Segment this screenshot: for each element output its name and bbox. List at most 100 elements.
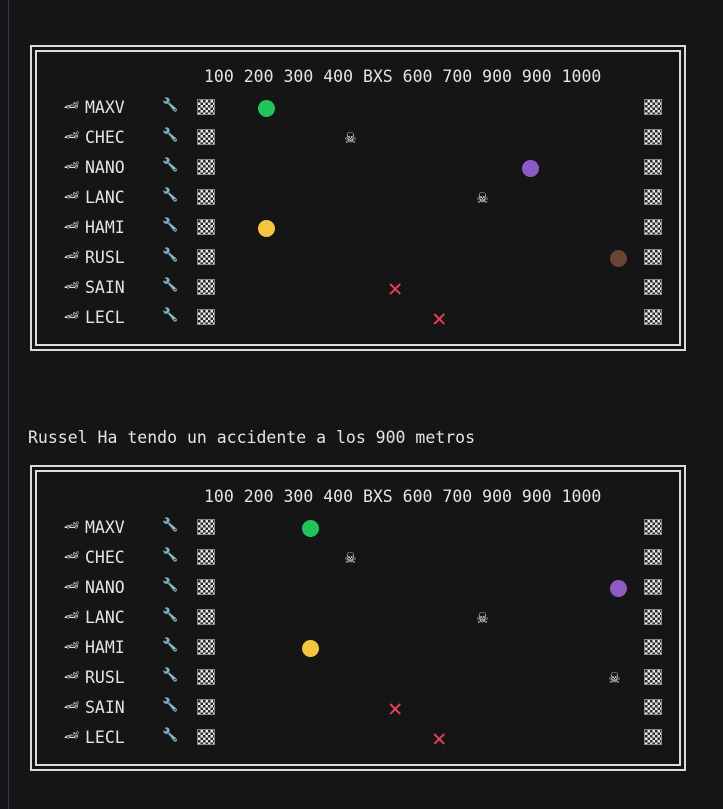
- driver-name: MAXV: [85, 518, 125, 537]
- red-x-icon: ✕: [388, 694, 403, 722]
- checkered-flag-icon: [644, 549, 662, 565]
- driver-row-hami: 🏎 HAMI 🔧: [62, 217, 682, 239]
- frame-outer: [30, 45, 686, 351]
- racecar-icon: 🏎: [64, 608, 80, 622]
- wrench-icon: 🔧: [162, 578, 179, 593]
- driver-name: LECL: [85, 308, 125, 327]
- checkered-flag-icon: [644, 699, 662, 715]
- driver-name: SAIN: [85, 698, 125, 717]
- driver-row-chec: 🏎 CHEC 🔧 ☠: [62, 547, 682, 569]
- wrench-icon: 🔧: [162, 698, 179, 713]
- wrench-icon: 🔧: [162, 638, 179, 653]
- checkered-flag-icon: [644, 609, 662, 625]
- checkered-flag-icon: [197, 249, 215, 265]
- driver-row-lanc: 🏎 LANC 🔧 ☠: [62, 187, 682, 209]
- racecar-icon: 🏎: [64, 668, 80, 682]
- wrench-icon: 🔧: [162, 278, 179, 293]
- checkered-flag-icon: [197, 189, 215, 205]
- car-position-dot: [609, 250, 627, 267]
- skull-icon: ☠: [345, 127, 356, 148]
- frame-inner: [35, 50, 681, 346]
- driver-name: CHEC: [85, 548, 125, 567]
- frame-outer: [30, 465, 686, 771]
- wrench-icon: 🔧: [162, 308, 179, 323]
- checkered-flag-icon: [644, 159, 662, 175]
- checkered-flag-icon: [644, 669, 662, 685]
- driver-row-sain: 🏎 SAIN 🔧 ✕: [62, 274, 682, 302]
- checkered-flag-icon: [197, 129, 215, 145]
- driver-name: MAXV: [85, 98, 125, 117]
- checkered-flag-icon: [197, 699, 215, 715]
- wrench-icon: 🔧: [162, 518, 179, 533]
- driver-row-lecl: 🏎 LECL 🔧 ✕: [62, 304, 682, 332]
- checkered-flag-icon: [197, 579, 215, 595]
- distance-header: 100 200 300 400 BXS 600 700 900 900 1000: [204, 67, 602, 86]
- driver-row-sain: 🏎 SAIN 🔧 ✕: [62, 694, 682, 722]
- driver-row-rusl: 🏎 RUSL 🔧: [62, 247, 682, 269]
- wrench-icon: 🔧: [162, 98, 179, 113]
- wrench-icon: 🔧: [162, 668, 179, 683]
- checkered-flag-icon: [644, 309, 662, 325]
- racecar-icon: 🏎: [64, 278, 80, 292]
- checkered-flag-icon: [197, 639, 215, 655]
- wrench-icon: 🔧: [162, 218, 179, 233]
- driver-name: RUSL: [85, 668, 125, 687]
- driver-row-lecl: 🏎 LECL 🔧 ✕: [62, 726, 682, 750]
- checkered-flag-icon: [644, 639, 662, 655]
- wrench-icon: 🔧: [162, 158, 179, 173]
- driver-name: NANO: [85, 158, 125, 177]
- racecar-icon: 🏎: [64, 98, 80, 112]
- racecar-icon: 🏎: [64, 518, 80, 532]
- checkered-flag-icon: [644, 189, 662, 205]
- checkered-flag-icon: [197, 99, 215, 115]
- checkered-flag-icon: [644, 279, 662, 295]
- car-position-dot: [257, 220, 275, 237]
- checkered-flag-icon: [197, 549, 215, 565]
- racecar-icon: 🏎: [64, 728, 80, 742]
- checkered-flag-icon: [197, 519, 215, 535]
- checkered-flag-icon: [644, 519, 662, 535]
- driver-row-maxv: 🏎 MAXV 🔧: [62, 517, 682, 539]
- racecar-icon: 🏎: [64, 158, 80, 172]
- red-x-icon: ✕: [388, 274, 403, 302]
- checkered-flag-icon: [644, 249, 662, 265]
- wrench-icon: 🔧: [162, 548, 179, 563]
- car-position-dot: [301, 640, 319, 657]
- driver-row-lanc: 🏎 LANC 🔧 ☠: [62, 607, 682, 629]
- skull-icon: ☠: [477, 607, 488, 628]
- driver-row-hami: 🏎 HAMI 🔧: [62, 637, 682, 659]
- frame-inner: [35, 470, 681, 766]
- checkered-flag-icon: [197, 609, 215, 625]
- racecar-icon: 🏎: [64, 698, 80, 712]
- car-position-dot: [521, 160, 539, 177]
- driver-name: RUSL: [85, 248, 125, 267]
- wrench-icon: 🔧: [162, 728, 179, 743]
- driver-name: SAIN: [85, 278, 125, 297]
- wrench-icon: 🔧: [162, 608, 179, 623]
- skull-icon: ☠: [477, 187, 488, 208]
- racecar-icon: 🏎: [64, 128, 80, 142]
- racecar-icon: 🏎: [64, 578, 80, 592]
- checkered-flag-icon: [197, 159, 215, 175]
- checkered-flag-icon: [197, 219, 215, 235]
- driver-row-rusl: 🏎 RUSL 🔧 ☠: [62, 667, 682, 689]
- driver-name: CHEC: [85, 128, 125, 147]
- driver-name: HAMI: [85, 638, 125, 657]
- racecar-icon: 🏎: [64, 548, 80, 562]
- red-x-icon: ✕: [432, 304, 447, 332]
- car-position-dot: [257, 100, 275, 117]
- driver-name: LECL: [85, 728, 125, 747]
- racecar-icon: 🏎: [64, 188, 80, 202]
- race-panel-after: 100 200 300 400 BXS 600 700 900 900 1000…: [30, 465, 686, 771]
- checkered-flag-icon: [644, 99, 662, 115]
- driver-name: NANO: [85, 578, 125, 597]
- checkered-flag-icon: [644, 129, 662, 145]
- window-edge-line: [8, 0, 9, 809]
- checkered-flag-icon: [197, 279, 215, 295]
- driver-name: LANC: [85, 608, 125, 627]
- wrench-icon: 🔧: [162, 128, 179, 143]
- driver-row-nano: 🏎 NANO 🔧: [62, 157, 682, 179]
- skull-icon: ☠: [609, 667, 620, 688]
- checkered-flag-icon: [644, 579, 662, 595]
- racecar-icon: 🏎: [64, 248, 80, 262]
